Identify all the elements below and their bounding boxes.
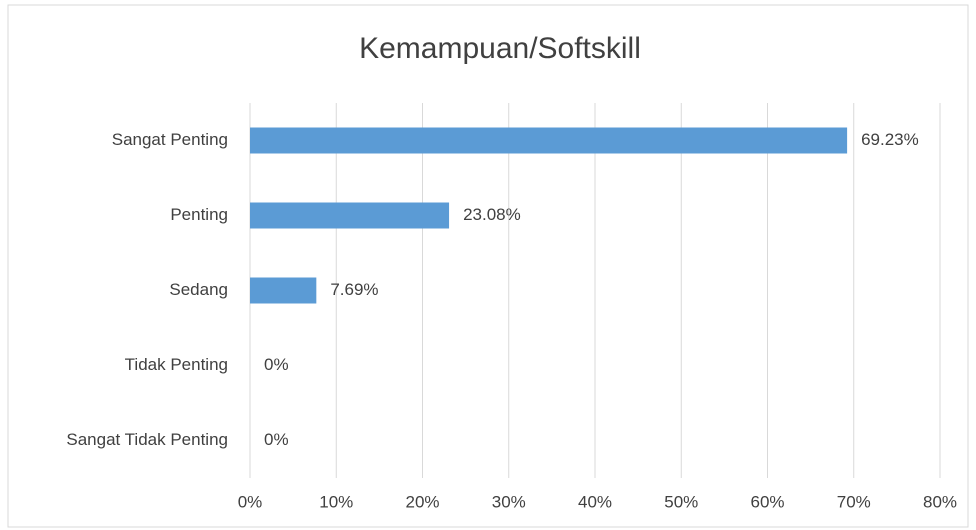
bar — [250, 127, 848, 154]
bar — [250, 202, 450, 229]
x-tick-label: 0% — [238, 492, 263, 511]
x-tick-label: 60% — [750, 492, 784, 511]
x-tick-label: 50% — [664, 492, 698, 511]
y-tick-label: Sedang — [169, 280, 228, 299]
y-tick-label: Penting — [170, 205, 228, 224]
bar — [250, 277, 317, 304]
x-tick-label: 70% — [837, 492, 871, 511]
chart-frame — [7, 4, 969, 528]
data-label: 69.23% — [861, 130, 919, 149]
x-tick-label: 80% — [923, 492, 957, 511]
x-tick-label: 10% — [319, 492, 353, 511]
chart-title: Kemampuan/Softskill — [359, 32, 641, 65]
data-label: 0% — [264, 430, 289, 449]
data-label: 7.69% — [330, 280, 378, 299]
x-tick-label: 20% — [405, 492, 439, 511]
data-label: 23.08% — [463, 205, 521, 224]
x-tick-label: 30% — [492, 492, 526, 511]
y-tick-label: Sangat Tidak Penting — [66, 430, 228, 449]
data-label: 0% — [264, 355, 289, 374]
x-tick-label: 40% — [578, 492, 612, 511]
y-tick-label: Sangat Penting — [112, 130, 228, 149]
y-tick-label: Tidak Penting — [125, 355, 228, 374]
